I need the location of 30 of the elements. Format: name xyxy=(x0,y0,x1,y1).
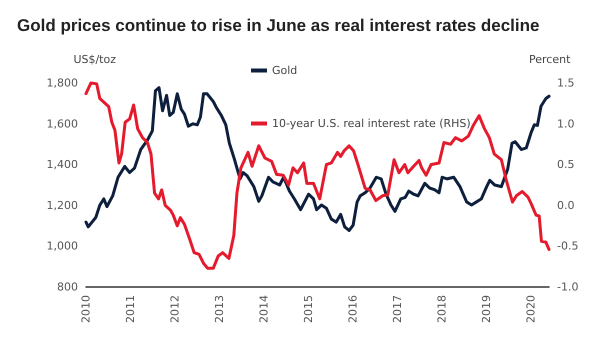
legend-label: Gold xyxy=(272,64,298,77)
y2-axis-title: Percent xyxy=(529,53,572,66)
y2-tick-label: 0.0 xyxy=(557,198,574,212)
y-axis-title: US$/toz xyxy=(73,53,116,66)
y2-tick-label: 1.5 xyxy=(557,76,574,90)
x-tick-label: 2016 xyxy=(346,295,360,323)
y2-tick-label: 1.0 xyxy=(557,117,574,130)
x-tick-label: 2014 xyxy=(258,295,271,323)
y-tick-label: 1,600 xyxy=(46,117,78,130)
y2-tick-label: -1.0 xyxy=(557,280,578,294)
y-tick-label: 1,400 xyxy=(46,158,78,172)
y2-tick-label: 0.5 xyxy=(557,158,574,172)
x-tick-label: 2020 xyxy=(524,295,538,323)
y-tick-label: 1,800 xyxy=(46,76,78,90)
line-series xyxy=(84,86,550,232)
x-tick-label: 2017 xyxy=(391,295,404,323)
y-tick-label: 1,000 xyxy=(46,240,78,253)
x-tick-label: 2013 xyxy=(213,295,226,323)
legend-label: 10-year U.S. real interest rate (RHS) xyxy=(272,117,471,130)
y2-tick-label: -0.5 xyxy=(557,240,578,253)
y-tick-label: 1,200 xyxy=(46,198,78,212)
x-tick-label: 2010 xyxy=(80,295,92,323)
x-tick-label: 2019 xyxy=(480,295,494,323)
x-tick-label: 2015 xyxy=(302,295,316,323)
line-series xyxy=(84,82,550,270)
x-tick-label: 2018 xyxy=(436,295,449,323)
chart-title: Gold prices continue to rise in June as real interest rates decline xyxy=(17,16,540,35)
y-tick-label: 800 xyxy=(57,280,78,294)
x-tick-label: 2011 xyxy=(124,295,138,323)
x-tick-label: 2012 xyxy=(168,295,182,323)
